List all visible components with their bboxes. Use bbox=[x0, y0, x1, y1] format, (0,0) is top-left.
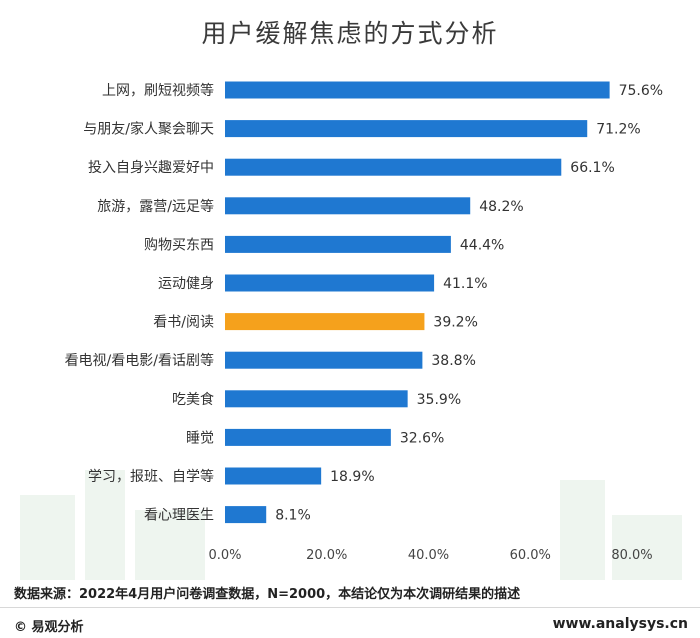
chart-title: 用户缓解焦虑的方式分析 bbox=[201, 19, 499, 48]
category-label: 运动健身 bbox=[158, 276, 214, 292]
bar bbox=[225, 313, 425, 331]
category-label: 学习，报班、自学等 bbox=[88, 468, 214, 485]
bar bbox=[225, 351, 423, 369]
bar bbox=[225, 81, 610, 99]
value-label: 8.1% bbox=[275, 508, 311, 524]
bar-chart: 上网，刷短视频等 75.6% 与朋友/家人聚会聊天 71.2% 投入自身兴趣爱好中 66.… bbox=[65, 81, 663, 563]
brand-logo-text: © 易观分析 bbox=[14, 620, 84, 635]
category-label: 看心理医生 bbox=[144, 508, 214, 524]
x-tick-label: 60.0% bbox=[510, 548, 551, 563]
value-label: 48.2% bbox=[479, 199, 523, 215]
bar bbox=[225, 390, 408, 408]
value-label: 71.2% bbox=[596, 122, 640, 138]
website-link[interactable]: www.analysys.cn bbox=[552, 616, 688, 632]
category-label: 吃美食 bbox=[172, 391, 214, 408]
value-label: 38.8% bbox=[431, 353, 475, 369]
x-tick-label: 80.0% bbox=[611, 548, 652, 563]
footer-divider bbox=[0, 607, 700, 608]
value-label: 18.9% bbox=[330, 469, 374, 485]
category-label: 睡觉 bbox=[186, 430, 214, 446]
bar bbox=[225, 197, 471, 215]
bar bbox=[225, 274, 435, 292]
x-tick-label: 40.0% bbox=[408, 548, 449, 563]
category-label: 旅游，露营/远足等 bbox=[97, 198, 214, 215]
value-label: 75.6% bbox=[619, 83, 663, 99]
category-label: 投入自身兴趣爱好中 bbox=[88, 160, 214, 176]
value-label: 32.6% bbox=[400, 430, 444, 446]
x-tick-label: 0.0% bbox=[208, 548, 241, 563]
value-label: 66.1% bbox=[570, 160, 614, 176]
bar bbox=[225, 428, 391, 446]
bar bbox=[225, 467, 322, 485]
category-label: 购物买东西 bbox=[144, 237, 214, 253]
x-tick-label: 20.0% bbox=[306, 548, 347, 563]
bar bbox=[225, 235, 451, 253]
category-label: 与朋友/家人聚会聊天 bbox=[83, 121, 214, 138]
value-label: 44.4% bbox=[460, 237, 504, 253]
bar bbox=[225, 158, 562, 176]
bar bbox=[225, 506, 267, 524]
background-decoration bbox=[20, 470, 682, 580]
value-label: 35.9% bbox=[417, 392, 461, 408]
category-label: 上网，刷短视频等 bbox=[102, 82, 214, 99]
bar bbox=[225, 120, 588, 138]
data-source-note: 数据来源：2022年4月用户问卷调查数据，N=2000，本结论仅为本次调研结果的… bbox=[14, 587, 521, 602]
value-label: 39.2% bbox=[433, 315, 477, 331]
value-label: 41.1% bbox=[443, 276, 487, 292]
category-label: 看书/阅读 bbox=[153, 314, 214, 331]
category-label: 看电视/看电影/看话剧等 bbox=[65, 352, 214, 369]
